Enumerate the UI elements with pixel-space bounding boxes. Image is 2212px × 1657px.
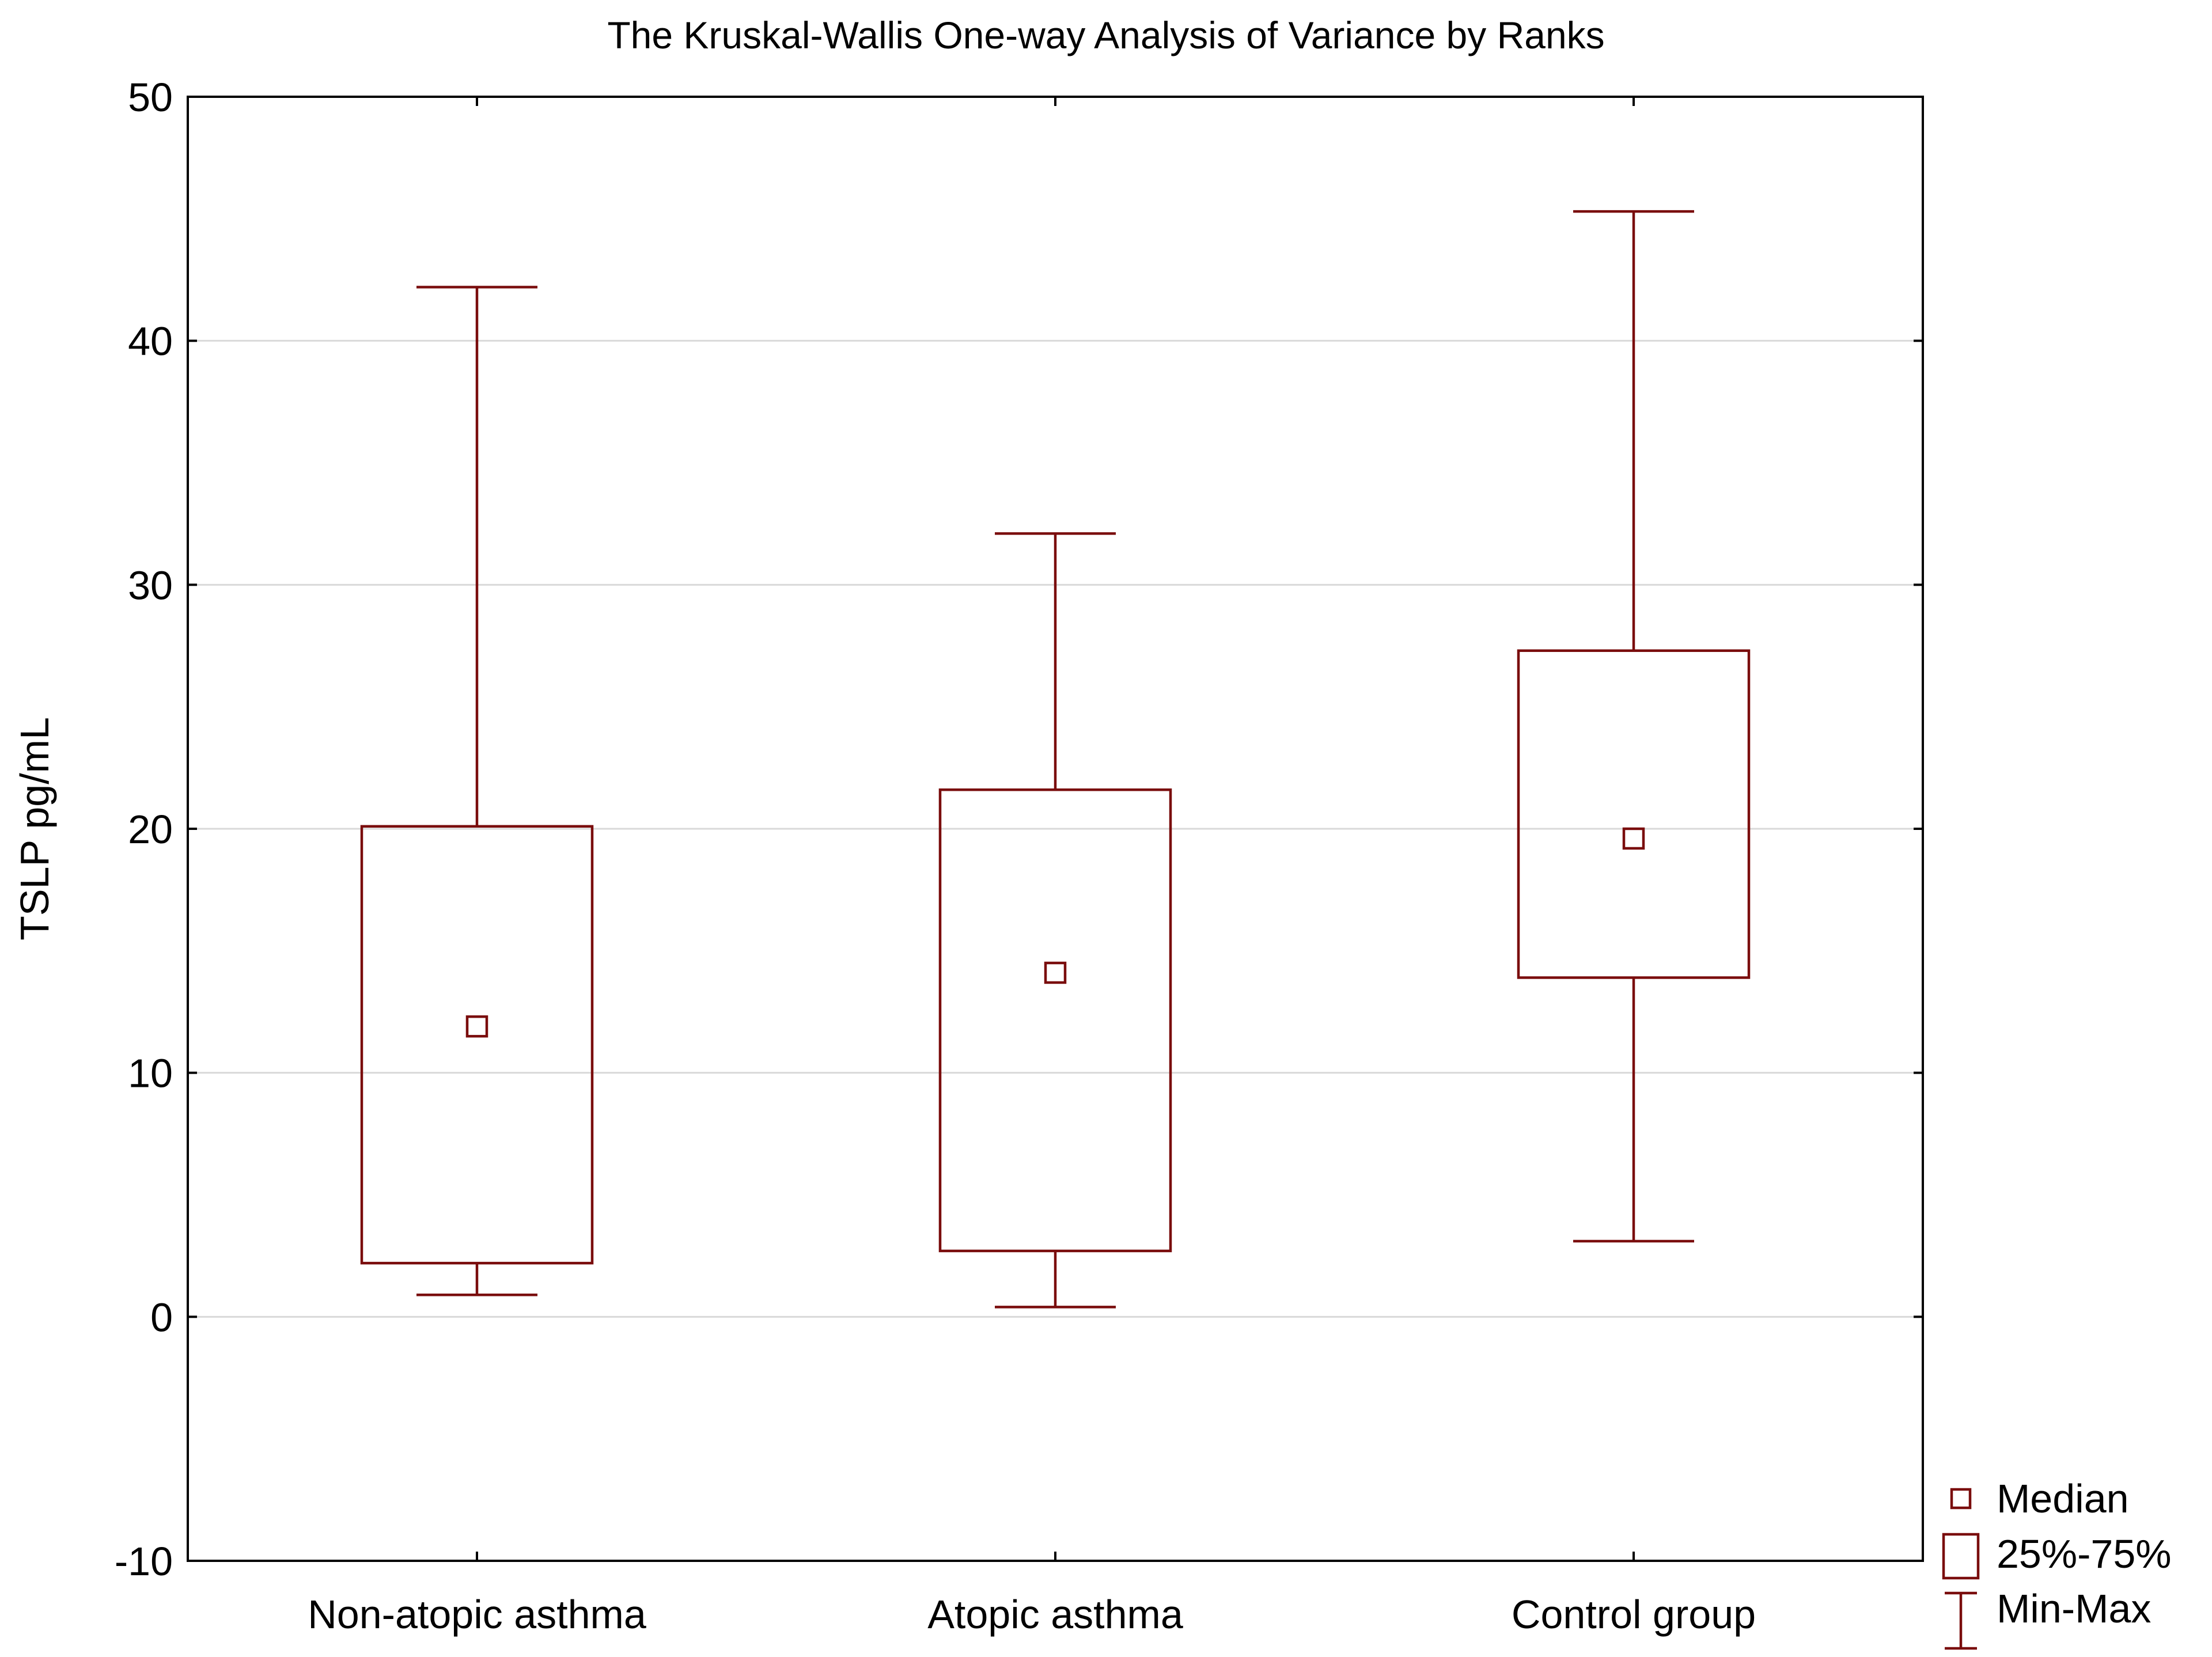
legend: Median 25%-75% Min-Max bbox=[1942, 1476, 2172, 1650]
box-group-atopic-asthma bbox=[938, 532, 1172, 1309]
y-tick-label: 40 bbox=[128, 319, 173, 364]
y-tick-label: 10 bbox=[128, 1051, 173, 1096]
chart-title: The Kruskal-Wallis One-way Analysis of V… bbox=[607, 14, 1604, 56]
legend-median-label: Median bbox=[1997, 1476, 2129, 1521]
box-group-non-atopic-asthma bbox=[360, 286, 594, 1296]
y-tick-label: -10 bbox=[115, 1539, 173, 1584]
legend-minmax-label: Min-Max bbox=[1997, 1586, 2151, 1631]
axis-ticks bbox=[188, 96, 1923, 1562]
y-tick-label: 0 bbox=[150, 1295, 173, 1340]
legend-iqr-icon bbox=[1942, 1533, 1980, 1580]
y-tick-label: 30 bbox=[128, 563, 173, 608]
x-tick-label: Non-atopic asthma bbox=[308, 1592, 646, 1637]
x-tick-label: Atopic asthma bbox=[927, 1592, 1183, 1637]
legend-median-icon bbox=[1950, 1488, 1972, 1510]
iqr-box bbox=[938, 788, 1172, 1253]
y-axis-tick-labels: -10 0 10 20 30 40 50 bbox=[115, 75, 173, 1584]
y-axis-label: TSLP pg/mL bbox=[12, 717, 57, 941]
median-marker bbox=[1622, 827, 1645, 850]
y-tick-label: 20 bbox=[128, 807, 173, 852]
iqr-box bbox=[1517, 649, 1751, 979]
median-marker bbox=[465, 1015, 488, 1038]
box-series bbox=[360, 210, 1751, 1309]
legend-iqr-label: 25%-75% bbox=[1997, 1531, 2172, 1576]
box-group-control-group bbox=[1517, 210, 1751, 1243]
y-tick-label: 50 bbox=[128, 75, 173, 120]
x-tick-label: Control group bbox=[1512, 1592, 1756, 1637]
iqr-box bbox=[360, 825, 594, 1265]
grid-lines bbox=[188, 340, 1923, 1318]
x-axis-tick-labels: Non-atopic asthma Atopic asthma Control gr… bbox=[308, 1592, 1756, 1637]
median-marker bbox=[1044, 961, 1067, 984]
